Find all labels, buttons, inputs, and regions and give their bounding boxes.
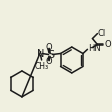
Text: O: O [45, 43, 51, 52]
Text: O: O [104, 40, 111, 49]
Text: O: O [45, 57, 51, 66]
Text: HN: HN [88, 44, 100, 53]
Text: Cl: Cl [97, 29, 105, 38]
Text: S: S [47, 50, 54, 59]
Text: CH₃: CH₃ [34, 62, 48, 71]
Text: N: N [37, 48, 44, 58]
